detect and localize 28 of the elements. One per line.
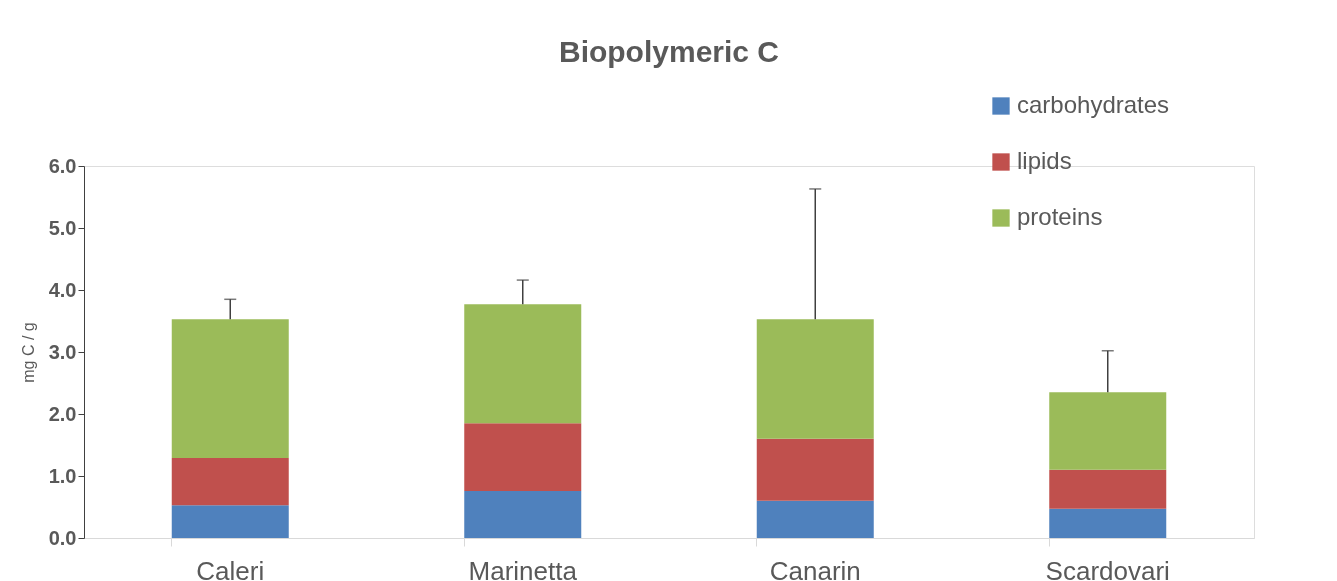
bar bbox=[1049, 508, 1167, 538]
legend-label: proteins bbox=[1017, 203, 1103, 230]
x-tick-label: Canarin bbox=[769, 555, 861, 581]
legend-label: carbohydrates bbox=[1017, 91, 1170, 118]
y-tick-label: 3.0 bbox=[48, 340, 77, 363]
bar bbox=[464, 490, 582, 538]
y-axis-title: mg C / g bbox=[19, 322, 37, 383]
bar bbox=[756, 500, 874, 538]
bar bbox=[1049, 392, 1167, 470]
y-tick-label: 1.0 bbox=[48, 464, 77, 487]
y-tick-label: 6.0 bbox=[48, 154, 77, 177]
x-tick-label: Caleri bbox=[196, 555, 265, 581]
bar bbox=[171, 319, 289, 459]
y-tick-label: 5.0 bbox=[48, 216, 77, 239]
y-tick-label: 2.0 bbox=[48, 402, 77, 425]
chart-title: Biopolymeric C bbox=[558, 35, 780, 68]
bar bbox=[464, 304, 582, 424]
bar bbox=[464, 423, 582, 491]
bar bbox=[756, 319, 874, 439]
legend-label: lipids bbox=[1017, 147, 1072, 174]
bar bbox=[1049, 469, 1167, 509]
y-tick-label: 0.0 bbox=[48, 526, 77, 549]
bar bbox=[171, 505, 289, 538]
x-tick-label: Scardovari bbox=[1045, 555, 1170, 581]
bar bbox=[756, 438, 874, 501]
y-tick-label: 4.0 bbox=[48, 278, 77, 301]
bar bbox=[171, 458, 289, 506]
x-tick-label: Marinetta bbox=[468, 555, 578, 581]
